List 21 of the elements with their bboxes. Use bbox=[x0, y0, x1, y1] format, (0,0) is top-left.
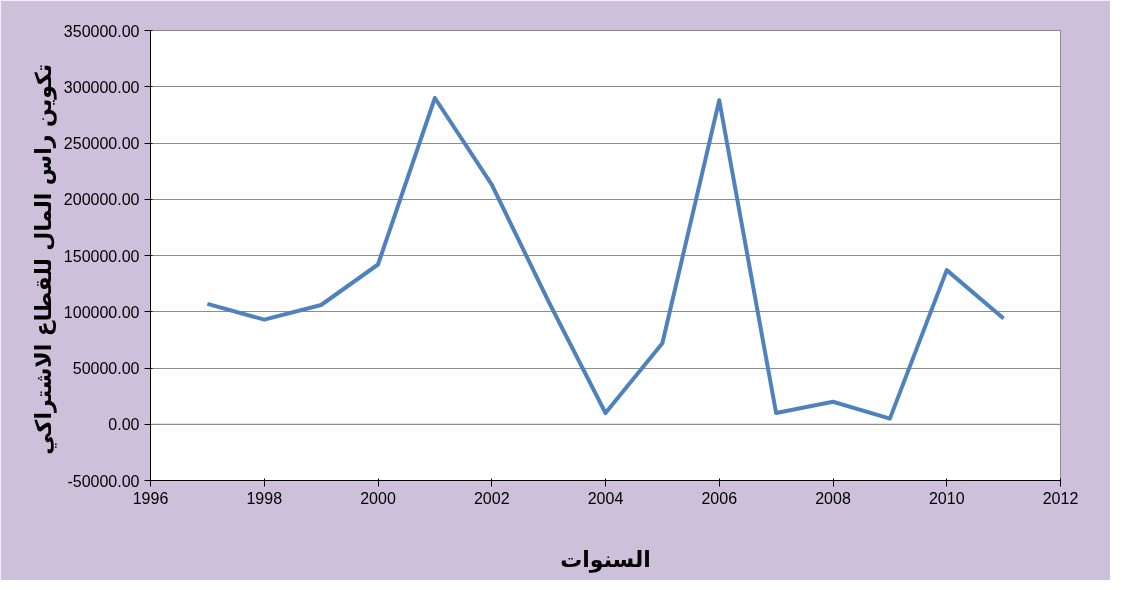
y-tick-label: 200000.00 bbox=[63, 191, 140, 209]
x-tick-label: 1996 bbox=[132, 489, 169, 507]
x-tick-label: 1998 bbox=[246, 489, 283, 507]
x-tick-label: 2006 bbox=[701, 489, 738, 507]
x-tick-label: 2004 bbox=[587, 489, 624, 507]
x-tick-label: 2010 bbox=[928, 489, 965, 507]
y-tick-label: 350000.00 bbox=[63, 22, 140, 40]
y-tick-label: -50000.00 bbox=[67, 472, 140, 490]
x-tick-label: 2002 bbox=[473, 489, 510, 507]
line-series bbox=[205, 96, 1006, 421]
y-tick-label: 250000.00 bbox=[63, 135, 140, 152]
y-tick-label: 0.00 bbox=[108, 416, 140, 434]
y-tick-label: 150000.00 bbox=[63, 247, 140, 265]
y-tick-label: 100000.00 bbox=[63, 303, 140, 321]
y-tick-label: 300000.00 bbox=[63, 78, 140, 96]
y-axis-title: تكوين راس المال للقطاع الاشتراكي bbox=[30, 64, 57, 455]
x-tick-label: 2008 bbox=[815, 489, 851, 507]
x-tick-label: 2000 bbox=[360, 489, 396, 507]
x-tick-label: 2012 bbox=[1042, 489, 1079, 507]
y-tick-label: 50000.00 bbox=[72, 360, 140, 377]
x-axis-title: السنوات bbox=[560, 546, 651, 573]
